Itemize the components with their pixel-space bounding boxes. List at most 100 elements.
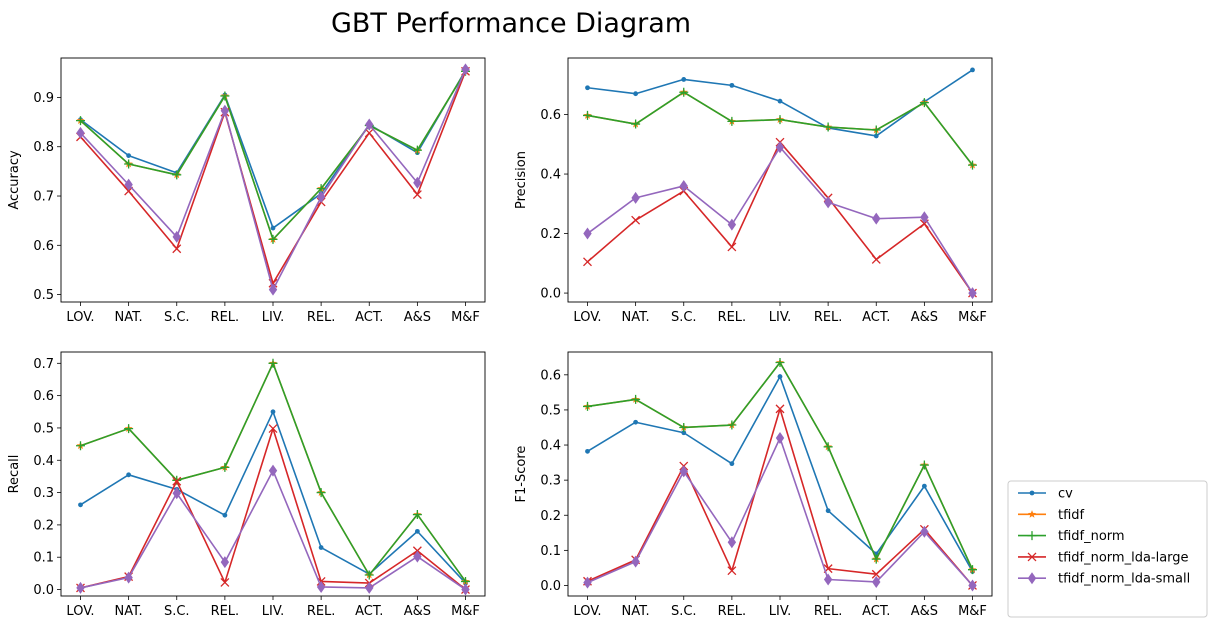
plot-frame (567, 351, 993, 597)
x-tick-label: M&F (958, 604, 987, 619)
marker-tfidf-norm-lda-large-2 (172, 476, 182, 486)
marker-tfidf-norm-1 (124, 424, 134, 434)
plot-frame (567, 57, 993, 303)
marker-cv-0 (78, 502, 83, 508)
marker-cv-3 (729, 461, 735, 467)
series-tfidf-norm-lda-small (583, 141, 977, 300)
x-tick-label: REL. (211, 604, 240, 619)
x-tick-label: REL. (307, 604, 336, 619)
marker-tfidf-norm-lda-small-8 (461, 583, 470, 596)
subplot-precision: LOV. NAT. S.C. REL. LIV. REL. ACT. A&S M&F 0.0 0.2… (514, 57, 993, 325)
marker-cv-0 (585, 448, 590, 454)
marker-cv-6 (873, 133, 879, 139)
marker-tfidf-norm-lda-large-4 (775, 404, 785, 414)
x-tick-label: NAT. (115, 310, 143, 325)
marker-tfidf-norm-lda-small-3 (220, 556, 230, 569)
marker-tfidf-norm-lda-small-1 (631, 555, 640, 568)
legend-label: tfidf_norm (1058, 529, 1125, 544)
marker-cv-4 (777, 98, 783, 104)
series-tfidf-norm-lda-small (583, 432, 977, 592)
legend-entry-tfidf-norm: tfidf_norm (1018, 529, 1125, 544)
marker-cv-1 (633, 91, 639, 97)
marker-cv-4 (270, 225, 276, 231)
marker-tfidf-norm-lda-small-2 (679, 179, 688, 192)
marker-tfidf-norm-0 (583, 401, 592, 411)
marker-cv-3 (222, 512, 228, 518)
y-tick-label: 0.1 (540, 544, 561, 559)
marker-tfidf-norm-2 (679, 87, 689, 97)
x-tick-label: M&F (958, 310, 987, 325)
plot-frame (60, 351, 486, 597)
marker-tfidf-norm-lda-small-2 (172, 487, 181, 500)
marker-tfidf-norm-7 (919, 460, 929, 470)
marker-tfidf-norm-8 (968, 160, 977, 170)
marker-tfidf-norm-lda-large-6 (364, 128, 374, 138)
y-axis-label-f1-score: F1-Score (514, 446, 529, 503)
x-tick-label: LOV. (66, 604, 94, 619)
marker-tfidf-norm-3 (727, 116, 737, 126)
marker-tfidf-norm-lda-small-7 (920, 211, 929, 224)
marker-tfidf-norm-1 (124, 159, 134, 169)
marker-tfidf-norm-4 (268, 234, 278, 244)
y-tick-label: 0.6 (33, 389, 54, 404)
x-tick-label: ACT. (355, 604, 383, 619)
marker-tfidf-norm-lda-small-8 (968, 579, 977, 592)
marker-tfidf-norm-lda-small-6 (365, 118, 374, 131)
y-tick-label: 0.9 (33, 91, 54, 106)
marker-tfidf-norm-6 (871, 125, 881, 135)
marker-tfidf-norm-lda-large-3 (220, 577, 230, 587)
legend-label: tfidf_norm_lda-small (1058, 572, 1190, 587)
marker-cv-5 (318, 545, 324, 550)
marker-tfidf-norm-lda-small-6 (365, 581, 374, 594)
subplot-f1-score: LOV. NAT. S.C. REL. LIV. REL. ACT. A&S M&F 0.0 0.1… (514, 351, 993, 619)
marker-tfidf-norm-lda-small-6 (872, 212, 881, 225)
marker-cv-0 (585, 85, 590, 91)
y-tick-label: 0.3 (33, 486, 54, 501)
series-tfidf-norm-lda-small (76, 464, 470, 596)
marker-tfidf-norm-0 (76, 116, 85, 126)
x-tick-label: REL. (307, 310, 336, 325)
marker-tfidf-norm-5 (823, 122, 833, 132)
marker-cv-7 (921, 483, 927, 489)
y-tick-label: 0.7 (33, 357, 54, 372)
x-tick-label: REL. (211, 310, 240, 325)
legend-label: cv (1058, 487, 1073, 502)
marker-tfidf-norm-4 (268, 358, 278, 368)
y-tick-label: 0.2 (33, 518, 54, 533)
marker-tfidf-norm-lda-small-5 (316, 191, 326, 204)
x-tick-label: LIV. (262, 310, 284, 325)
x-tick-label: A&S (911, 604, 938, 619)
subplot-grid: LOV. NAT. S.C. REL. LIV. REL. ACT. A&S M&F 0.5 0.6… (7, 57, 993, 619)
x-tick-label: S.C. (164, 310, 190, 325)
y-tick-label: 0.4 (540, 168, 561, 183)
marker-tfidf-norm-1 (631, 119, 641, 129)
marker-tfidf-norm-lda-small-4 (268, 464, 278, 477)
series-tfidf-norm (583, 87, 977, 170)
figure-title: GBT Performance Diagram (331, 8, 691, 39)
x-tick-label: A&S (911, 310, 938, 325)
x-tick-label: S.C. (164, 604, 190, 619)
marker-tfidf-norm-lda-small-5 (823, 196, 833, 209)
marker-tfidf-norm-0 (76, 441, 85, 451)
marker-legend-cv-0 (1029, 490, 1035, 496)
marker-tfidf-norm-lda-small-0 (76, 581, 85, 594)
marker-tfidf-norm-2 (679, 422, 689, 432)
series-tfidf-norm-lda-small (76, 63, 470, 296)
y-tick-label: 0.4 (33, 454, 54, 469)
marker-tfidf-norm-2 (172, 475, 182, 485)
marker-tfidf-norm-4 (775, 115, 785, 125)
marker-tfidf-norm-lda-large-6 (871, 569, 881, 579)
marker-tfidf-norm-5 (823, 442, 833, 452)
marker-cv-4 (270, 409, 276, 415)
x-tick-label: ACT. (355, 310, 383, 325)
y-axis-label-accuracy: Accuracy (7, 150, 22, 210)
y-tick-label: 0.2 (540, 509, 561, 524)
marker-tfidf-norm-1 (631, 394, 641, 404)
legend-entry-tfidf-norm-lda-large: tfidf_norm_lda-large (1018, 550, 1189, 565)
marker-tfidf-norm-3 (220, 91, 230, 101)
y-tick-label: 0.1 (33, 551, 54, 566)
legend-entry-tfidf-norm-lda-small: tfidf_norm_lda-small (1018, 572, 1190, 587)
marker-tfidf-norm-lda-small-7 (413, 550, 422, 563)
marker-legend-tfidf-0 (1028, 510, 1036, 518)
legend: cv tfidf tfidf_norm tfidf_norm_lda-largetfi… (1007, 480, 1208, 618)
